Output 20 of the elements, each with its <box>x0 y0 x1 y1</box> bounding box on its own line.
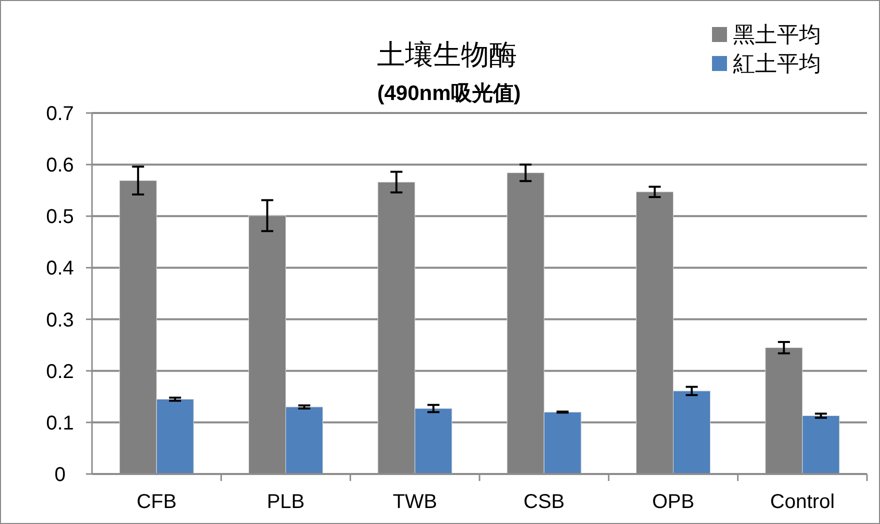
y-tick-label: 0.1 <box>46 412 74 434</box>
y-tick-label: 0.5 <box>46 206 74 228</box>
y-tick-label: 0.2 <box>46 360 74 383</box>
y-tick-label: 0.6 <box>46 154 74 177</box>
legend-label: 黑土平均 <box>733 22 821 47</box>
chart-title: 土壤生物酶 <box>377 39 517 70</box>
x-tick-label: OPB <box>652 491 694 513</box>
x-tick-label: Control <box>770 491 835 513</box>
chart-subtitle: (490nm吸光值) <box>377 82 521 105</box>
y-tick-label: 0.4 <box>46 258 74 280</box>
y-tick-label: 0.7 <box>46 103 74 125</box>
x-tick-label: TWB <box>392 491 438 513</box>
legend-item: 紅土平均 <box>712 51 821 76</box>
y-tick-label: 0 <box>54 464 66 486</box>
legend-label: 紅土平均 <box>733 51 821 76</box>
x-tick-label: PLB <box>266 491 305 513</box>
y-tick-label: 0.3 <box>46 309 74 332</box>
legend-item: 黑土平均 <box>712 22 821 47</box>
x-tick-label: CFB <box>136 491 177 513</box>
x-tick-label: CSB <box>524 491 565 513</box>
